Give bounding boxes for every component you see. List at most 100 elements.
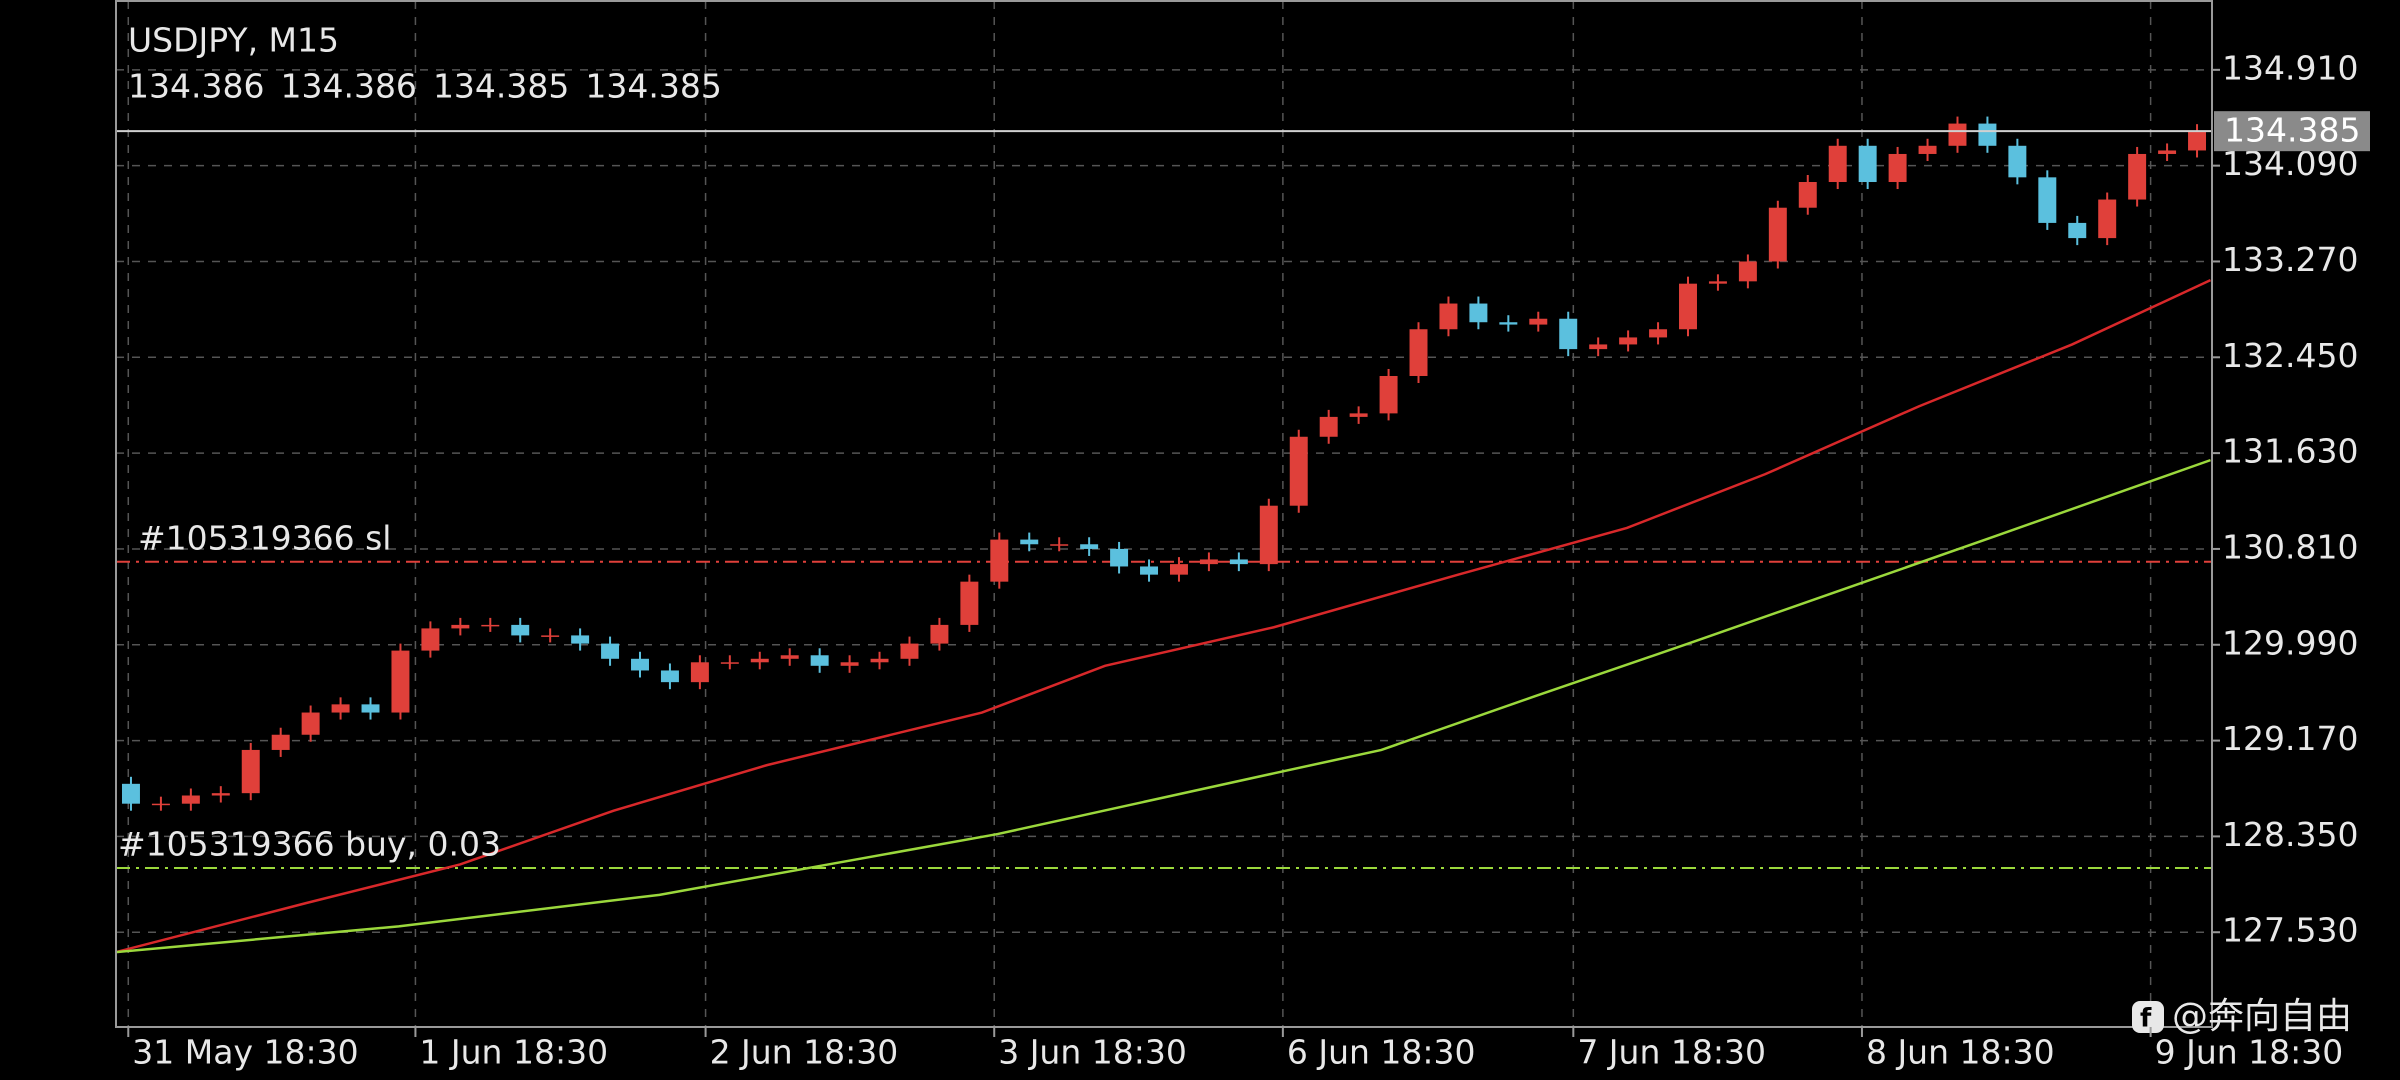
candle-body	[1319, 416, 1338, 437]
plot	[115, 116, 2212, 954]
candle-body	[301, 712, 320, 735]
candle-body	[1229, 559, 1248, 565]
candle-body	[331, 704, 350, 713]
x-tick-label: 3 Jun 18:30	[998, 1033, 1187, 1072]
order-level-label: #105319366 buy, 0.03	[118, 824, 501, 863]
candle-body	[1798, 182, 1817, 208]
candle-body	[2038, 177, 2057, 223]
candle-body	[2098, 199, 2117, 239]
candle-body	[421, 628, 440, 651]
ohlc-value: 134.386	[128, 67, 264, 106]
candle-body	[2008, 145, 2027, 178]
candle-body	[1649, 329, 1668, 338]
candle-body	[1679, 283, 1697, 330]
ohlc-value: 134.385	[585, 67, 721, 106]
candle-body	[1140, 566, 1159, 575]
candle-body	[1738, 261, 1757, 282]
candle-body	[2128, 153, 2147, 200]
candle-body	[1768, 207, 1787, 262]
y-tick-label: 127.530	[2222, 911, 2358, 950]
candle-body	[1409, 329, 1428, 376]
y-tick-label: 129.170	[2222, 719, 2358, 758]
y-tick-label: 131.630	[2222, 432, 2358, 471]
candle-body	[1169, 564, 1188, 575]
candle-body	[1858, 145, 1877, 183]
x-tick-label: 1 Jun 18:30	[419, 1033, 608, 1072]
watermark-text: @奔向自由	[2172, 996, 2352, 1037]
candle-body	[601, 643, 620, 659]
candle-body	[1978, 123, 1997, 146]
candle-body	[990, 539, 1009, 582]
candle-body	[361, 704, 380, 713]
watermark-icon-glyph: f	[2140, 1004, 2152, 1034]
candle-body	[181, 795, 200, 804]
candle-body	[481, 624, 500, 627]
candle-body	[1948, 123, 1967, 146]
candle-body	[2188, 131, 2207, 151]
candle-body	[1888, 153, 1907, 183]
candle-body	[451, 624, 470, 629]
current-price-box	[2214, 111, 2370, 152]
candle-body	[1259, 505, 1278, 565]
candle-body	[631, 658, 649, 671]
candle-body	[1020, 539, 1039, 545]
y-tick-label: 128.350	[2222, 815, 2358, 854]
candle-body	[1349, 413, 1368, 417]
grid	[116, 1, 2212, 1027]
candle-body	[1199, 559, 1218, 565]
x-tick-label: 2 Jun 18:30	[710, 1033, 899, 1072]
candle-body	[780, 655, 799, 659]
candle-body	[1589, 344, 1608, 350]
candle-body	[541, 635, 560, 637]
order-level-label: #105319366 sl	[138, 518, 391, 557]
candle-body	[2158, 150, 2177, 154]
candle-body	[1529, 318, 1548, 325]
candle-body	[810, 655, 829, 666]
candle-body	[1559, 318, 1578, 350]
candle-body	[690, 662, 709, 683]
ohlc-value: 134.385	[433, 67, 569, 106]
x-tick-label: 8 Jun 18:30	[1866, 1033, 2055, 1072]
candle-body	[1439, 303, 1458, 330]
candle-body	[1828, 145, 1847, 183]
x-tick-label: 31 May 18:30	[132, 1033, 358, 1072]
candle-body	[1619, 337, 1638, 345]
candle-body	[571, 635, 590, 644]
moving-average	[115, 279, 2212, 954]
watermark: f @奔向自由	[2132, 996, 2352, 1037]
ohlc-value: 134.386	[280, 67, 416, 106]
y-tick-label: 132.450	[2222, 336, 2358, 375]
candle-body	[211, 793, 230, 796]
current-price-label: 134.385	[2224, 111, 2360, 150]
candle-body	[930, 624, 949, 644]
y-tick-label: 133.270	[2222, 240, 2358, 279]
y-tick-label: 129.990	[2222, 623, 2358, 662]
x-tick-label: 7 Jun 18:30	[1577, 1033, 1766, 1072]
plot-frame	[115, 0, 2213, 1028]
candle-body	[151, 803, 170, 806]
candle-body	[1499, 322, 1518, 325]
candle-body	[1918, 145, 1937, 154]
candle-body	[1050, 544, 1069, 546]
candle-body	[840, 662, 859, 666]
candle-body	[1379, 375, 1398, 414]
x-tick-label: 6 Jun 18:30	[1287, 1033, 1476, 1072]
candle-body	[750, 658, 769, 663]
candle-body	[720, 662, 739, 664]
watermark-icon	[2132, 1001, 2164, 1033]
candle-body	[1469, 303, 1488, 323]
candle-body	[1289, 436, 1308, 506]
candle-body	[1110, 548, 1129, 567]
y-tick-label: 130.810	[2222, 527, 2358, 566]
candle-body	[660, 670, 679, 683]
candle-body	[121, 783, 140, 804]
chart-title: USDJPY, M15	[128, 21, 339, 60]
x-tick-label: 9 Jun 18:30	[2155, 1033, 2344, 1072]
candle-body	[511, 624, 530, 636]
candle-body	[241, 749, 260, 794]
candle-body	[960, 581, 979, 625]
candle-body	[900, 643, 919, 659]
candle-body	[1708, 281, 1727, 284]
